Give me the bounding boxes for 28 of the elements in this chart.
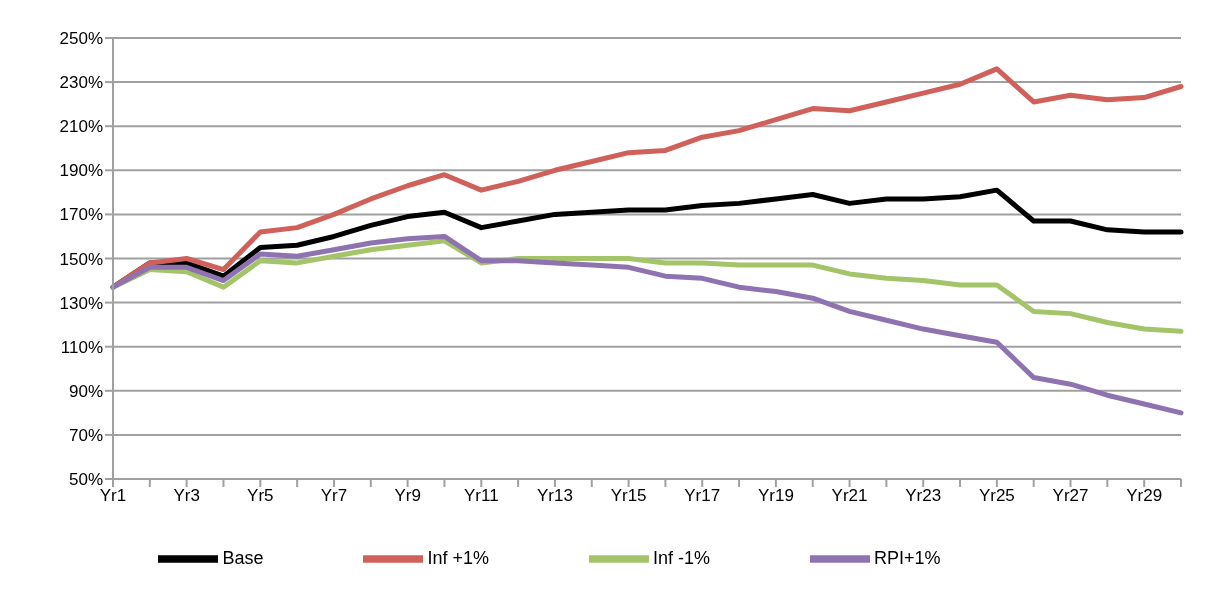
y-tick-label: 130% — [59, 293, 103, 313]
x-tick-label: Yr5 — [247, 486, 274, 506]
y-tick-label: 110% — [60, 337, 103, 357]
x-tick-label: Yr7 — [320, 486, 348, 506]
x-tick-label: Yr9 — [394, 486, 421, 506]
x-tick-label: Yr17 — [684, 486, 721, 506]
y-tick-label: 170% — [59, 205, 103, 225]
x-tick-label: Yr27 — [1052, 486, 1089, 506]
x-tick-label: Yr13 — [536, 486, 573, 506]
x-tick-label: Yr25 — [978, 486, 1015, 506]
legend-label: RPI+1% — [874, 547, 941, 568]
y-tick-label: 250% — [59, 29, 103, 49]
y-tick-label: 210% — [59, 117, 103, 137]
x-tick-label: Yr29 — [1126, 486, 1163, 506]
x-tick-label: Yr15 — [610, 486, 647, 506]
legend-label: Base — [222, 547, 264, 568]
x-tick-label: Yr3 — [173, 486, 200, 506]
x-tick-label: Yr19 — [757, 486, 794, 506]
legend-label: Inf -1% — [653, 547, 711, 568]
x-tick-label: Yr21 — [831, 486, 868, 506]
y-tick-label: 150% — [59, 249, 103, 269]
y-tick-label: 190% — [59, 161, 103, 181]
x-tick-label: Yr11 — [463, 486, 499, 506]
x-tick-label: Yr23 — [905, 486, 942, 506]
legend-label: Inf +1% — [427, 547, 489, 568]
y-tick-label: 90% — [68, 381, 103, 401]
y-tick-label: 70% — [68, 425, 103, 445]
y-tick-label: 230% — [59, 73, 103, 93]
